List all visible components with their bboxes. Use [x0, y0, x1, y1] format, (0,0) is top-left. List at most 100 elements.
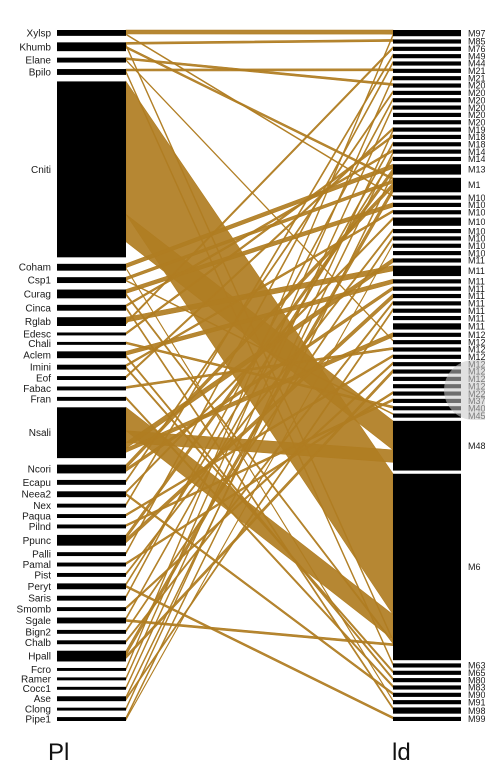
left-bar-ncori: [57, 464, 126, 474]
left-label: Rglab: [25, 317, 52, 328]
right-label: M80: [468, 675, 485, 685]
right-label: M91: [468, 697, 485, 707]
right-bar-m11: [393, 301, 461, 306]
left-label: Nsali: [29, 428, 51, 439]
left-label: Imini: [30, 363, 51, 374]
right-label: M19: [468, 125, 485, 135]
right-label: M83: [468, 683, 485, 693]
left-bar-edesc: [57, 332, 126, 336]
right-bar-m1: [393, 177, 461, 193]
left-label: Peryt: [28, 582, 52, 593]
right-bar-m12: [393, 384, 461, 389]
left-label: Bpilo: [29, 67, 52, 78]
left-label: Bign2: [25, 627, 51, 638]
left-label: Ncori: [28, 465, 51, 476]
left-label: Edesc: [23, 329, 51, 340]
left-bar-ramer: [57, 677, 126, 681]
right-label: M20: [468, 103, 485, 113]
right-bar-m83: [393, 685, 461, 690]
right-label: M12: [468, 352, 485, 362]
left-label: Clong: [25, 705, 51, 716]
left-label: Cocc1: [23, 684, 52, 695]
left-bar-ase: [57, 696, 126, 702]
left-label: Ramer: [21, 674, 52, 685]
right-bar-m91: [393, 700, 461, 705]
right-bar-m13: [393, 164, 461, 175]
right-bar-m12: [393, 354, 461, 359]
right-label: M18: [468, 132, 485, 142]
left-label: Smomb: [17, 605, 52, 616]
right-axis-title: ld: [392, 739, 411, 763]
right-bar-m11: [393, 315, 461, 321]
left-label: Chalb: [25, 638, 52, 649]
right-bar-m10: [393, 195, 461, 200]
right-label: M49: [468, 51, 485, 61]
right-bar-m11: [393, 279, 461, 284]
left-axis-title: Pl: [48, 739, 69, 763]
right-bar-m20: [393, 90, 461, 95]
left-label: Paqua: [22, 512, 51, 523]
right-label: M6: [468, 562, 481, 572]
right-bar-m10: [393, 236, 461, 241]
left-label: Eof: [36, 374, 51, 385]
right-label: M76: [468, 44, 485, 54]
left-bar-bign2: [57, 629, 126, 634]
left-bar-hpall: [57, 650, 126, 662]
right-bar-m63: [393, 663, 461, 668]
right-bar-m10: [393, 210, 461, 215]
left-bar-aclem: [57, 351, 126, 359]
right-label: M21: [468, 66, 485, 76]
right-bar-m11: [393, 265, 461, 277]
left-label: Curag: [24, 289, 51, 300]
right-label: M10: [468, 193, 485, 203]
right-label: M10: [468, 241, 485, 251]
right-label: M18: [468, 139, 485, 149]
scroll-handle[interactable]: [444, 360, 485, 420]
left-bar-khumb: [57, 42, 126, 52]
right-label: M10: [468, 248, 485, 258]
left-label: Saris: [28, 594, 51, 605]
left-label: Khumb: [19, 42, 51, 53]
right-bar-m12: [393, 340, 461, 345]
left-bar-neea2: [57, 491, 126, 498]
right-bar-m11: [393, 308, 461, 313]
right-label: M99: [468, 714, 485, 724]
right-label: M11: [468, 277, 485, 287]
right-label: M10: [468, 200, 485, 210]
right-label: M12: [468, 345, 485, 355]
right-label: M20: [468, 88, 485, 98]
right-label: M10: [468, 207, 485, 217]
right-label: M11: [468, 299, 485, 309]
right-bar-m12: [393, 369, 461, 374]
link-xylsp-m97: [125, 29, 394, 35]
right-bar-m20: [393, 98, 461, 103]
right-bar-m40: [393, 406, 461, 411]
left-label: Cniti: [31, 165, 51, 176]
left-bar-pipe1: [57, 717, 126, 721]
left-bar-csp1: [57, 277, 126, 284]
left-bar-coham: [57, 263, 126, 271]
left-bar-saris: [57, 595, 126, 601]
left-bar-cocc1: [57, 686, 126, 690]
right-bar-m21: [393, 68, 461, 73]
left-bar-pist: [57, 572, 126, 577]
right-label: M14: [468, 154, 485, 164]
right-label: M11: [468, 313, 485, 323]
right-bar-m11: [393, 293, 461, 299]
left-bar-ppunc: [57, 534, 126, 546]
left-bar-xylsp: [57, 30, 126, 36]
right-label: M12: [468, 337, 485, 347]
right-label: M98: [468, 706, 485, 716]
right-bar-m10: [393, 243, 461, 248]
left-label: Hpall: [28, 652, 51, 663]
right-label: M21: [468, 73, 485, 83]
right-label: M20: [468, 110, 485, 120]
right-bar-m12: [393, 332, 461, 337]
left-bar-bpilo: [57, 69, 126, 75]
left-bar-fcro: [57, 667, 126, 671]
right-label: M11: [468, 256, 485, 266]
left-label: Fcro: [31, 665, 51, 676]
right-bar-m10: [393, 251, 461, 256]
left-bar-nsali: [57, 407, 126, 459]
